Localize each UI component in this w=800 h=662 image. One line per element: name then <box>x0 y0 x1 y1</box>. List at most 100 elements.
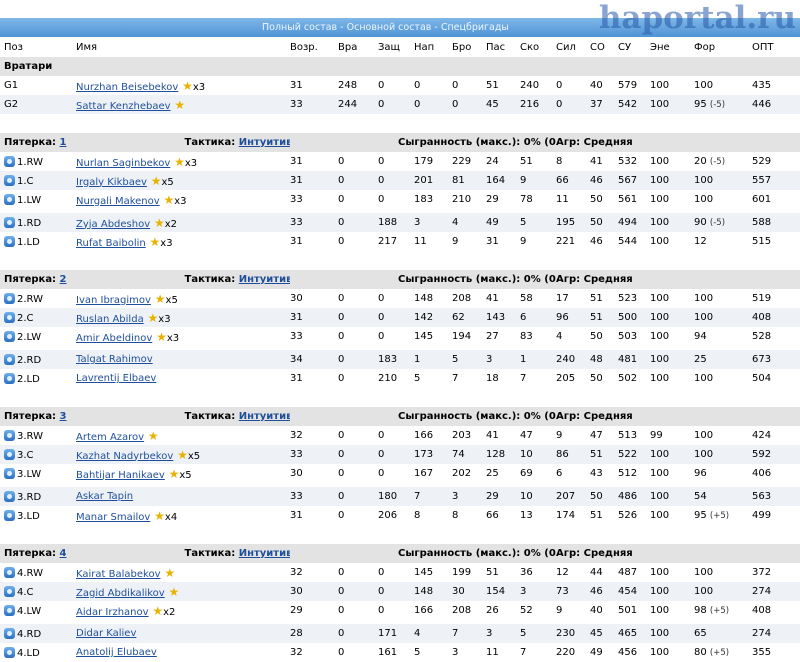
change-player-icon[interactable] <box>4 353 15 365</box>
stat-value: 435 <box>752 80 772 91</box>
player-name-link[interactable]: Kairat Balabekov <box>76 568 161 580</box>
position-label: 1.RD <box>17 217 42 229</box>
player-name-link[interactable]: Nurgali Makenov <box>76 195 160 207</box>
player-name-link[interactable]: Nurzhan Beisebekov <box>76 81 179 93</box>
player-name-link[interactable]: Rufat Baibolin <box>76 237 146 249</box>
stat-value: 100 <box>650 331 670 342</box>
player-name-link[interactable]: Anatolij Elubaev <box>76 647 157 658</box>
change-player-icon[interactable] <box>4 330 15 342</box>
player-name-link[interactable]: Irgaly Kikbaev <box>76 176 147 188</box>
stat-cell: 100 <box>694 582 752 601</box>
player-name-link[interactable]: Didar Kaliev <box>76 628 137 639</box>
unit-header: Пятерка: 3 Тактика: Интуитивная Сыгранност… <box>0 407 800 426</box>
change-player-icon[interactable] <box>4 646 15 658</box>
change-player-icon[interactable] <box>4 448 15 460</box>
change-player-icon[interactable] <box>4 627 15 639</box>
column-header: СО <box>590 38 618 57</box>
star-icon: ★ <box>144 428 159 443</box>
stat-cell: 3 <box>452 487 486 506</box>
player-name-link[interactable]: Aidar Irzhanov <box>76 606 149 618</box>
stat-value: 95 <box>694 510 707 521</box>
stat-value: 499 <box>752 510 772 521</box>
change-player-icon[interactable] <box>4 566 15 578</box>
change-player-icon[interactable] <box>4 490 15 502</box>
change-player-icon[interactable] <box>4 292 15 304</box>
player-name-link[interactable]: Askar Tapin <box>76 491 134 502</box>
player-name-link[interactable]: Ivan Ibragimov <box>76 294 151 306</box>
tactic-link[interactable]: Интуитивная <box>238 137 290 148</box>
stat-cell: 44 <box>590 563 618 582</box>
change-player-icon[interactable] <box>4 174 15 186</box>
stat-value: 519 <box>752 293 772 304</box>
change-player-icon[interactable] <box>4 509 15 521</box>
change-player-icon[interactable] <box>4 193 15 205</box>
unit-number-link[interactable]: 3 <box>59 411 67 422</box>
stat-cell: 0 <box>338 171 378 190</box>
player-name-link[interactable]: Ruslan Abilda <box>76 313 144 325</box>
stat-cell: 12 <box>556 563 590 582</box>
player-name-link[interactable]: Zagid Abdikalikov <box>76 587 165 599</box>
stat-cell: 145 <box>414 327 452 346</box>
player-name-link[interactable]: Manar Smailov <box>76 511 151 523</box>
stat-value: 66 <box>486 510 499 521</box>
stat-cell: 83 <box>520 327 556 346</box>
stat-value: 0 <box>378 468 385 479</box>
team-nav-bar: Полный состав - Основной состав - Спецбр… <box>0 18 800 37</box>
stat-cell: 435 <box>752 76 800 95</box>
stat-value: 0 <box>338 156 345 167</box>
change-player-icon[interactable] <box>4 604 15 616</box>
star-multiplier: x3 <box>192 81 206 93</box>
stat-cell: 0 <box>338 152 378 171</box>
stat-value: 244 <box>338 99 358 110</box>
stat-cell: 40 <box>590 76 618 95</box>
change-player-icon[interactable] <box>4 216 15 228</box>
change-player-icon[interactable] <box>4 467 15 479</box>
stat-cell: 164 <box>486 171 520 190</box>
stat-cell: 532 <box>618 152 650 171</box>
stat-value: 0 <box>338 647 345 658</box>
change-player-icon[interactable] <box>4 372 15 384</box>
stat-value: 528 <box>752 331 772 342</box>
stat-value: 561 <box>618 194 638 205</box>
stat-value: 12 <box>694 236 707 247</box>
stat-cell: 29 <box>486 487 520 506</box>
player-name-link[interactable]: Talgat Rahimov <box>76 354 153 365</box>
change-player-icon[interactable] <box>4 311 15 323</box>
unit-number-link[interactable]: 1 <box>59 137 67 148</box>
player-name-link[interactable]: Artem Azarov <box>76 431 145 443</box>
stat-value: 1 <box>520 354 527 365</box>
stat-value: 166 <box>414 605 434 616</box>
unit-number-link[interactable]: 2 <box>59 274 67 285</box>
tactic-link[interactable]: Интуитивная <box>238 411 290 422</box>
player-name-link[interactable]: Kazhat Nadyrbekov <box>76 450 174 462</box>
change-player-icon[interactable] <box>4 429 15 441</box>
position-label: 1.LD <box>17 236 40 248</box>
position-cell: 4.RW <box>0 563 76 582</box>
stat-value: 0 <box>338 468 345 479</box>
change-player-icon[interactable] <box>4 585 15 597</box>
tactic-link[interactable]: Интуитивная <box>238 548 290 559</box>
stat-cell: 46 <box>590 582 618 601</box>
stat-value: 66 <box>556 175 569 186</box>
change-player-icon[interactable] <box>4 235 15 247</box>
player-name-link[interactable]: Lavrentij Elbaev <box>76 373 157 384</box>
player-name-link[interactable]: Amir Abeldinov <box>76 332 153 344</box>
name-cell: Amir Abeldinov ★x3 <box>76 327 290 346</box>
change-player-icon[interactable] <box>4 155 15 167</box>
player-name-link[interactable]: Zyja Abdeshov <box>76 218 151 230</box>
roster-nav-links[interactable]: Полный состав - Основной состав - Спецбр… <box>262 22 509 33</box>
stat-cell: 240 <box>520 76 556 95</box>
stat-value: 28 <box>290 628 303 639</box>
stat-cell: 52 <box>520 601 556 620</box>
unit-number-link[interactable]: 4 <box>59 548 67 559</box>
player-name-link[interactable]: Bahtijar Hanikaev <box>76 469 165 481</box>
stat-cell: 0 <box>378 171 414 190</box>
player-name-link[interactable]: Sattar Kenzhebaev <box>76 100 171 112</box>
player-name-link[interactable]: Nurlan Saginbekov <box>76 157 171 169</box>
stat-value: 188 <box>378 217 398 228</box>
goalies-section: Вратари <box>0 57 800 76</box>
stat-value: 41 <box>486 430 499 441</box>
stat-cell: 0 <box>338 289 378 308</box>
tactic-link[interactable]: Интуитивная <box>238 274 290 285</box>
stat-value: 216 <box>520 99 540 110</box>
